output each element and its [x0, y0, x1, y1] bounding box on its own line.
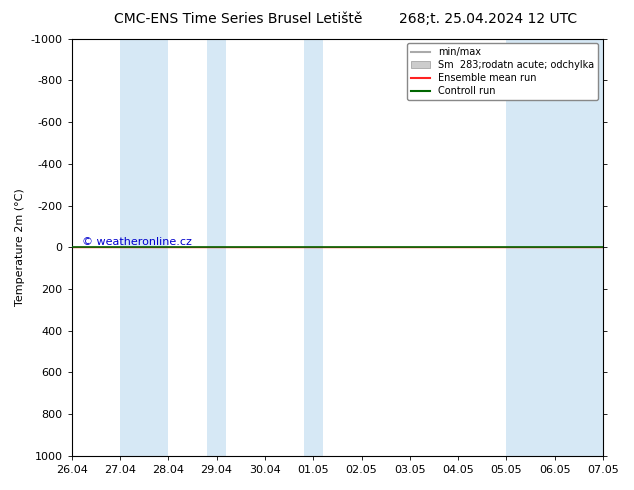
- Text: CMC-ENS Time Series Brusel Letiště: CMC-ENS Time Series Brusel Letiště: [114, 12, 363, 26]
- Bar: [120, 39, 168, 456]
- Text: 268;t. 25.04.2024 12 UTC: 268;t. 25.04.2024 12 UTC: [399, 12, 578, 26]
- Bar: [207, 39, 226, 456]
- Bar: [507, 39, 603, 456]
- Legend: min/max, Sm  283;rodatn acute; odchylka, Ensemble mean run, Controll run: min/max, Sm 283;rodatn acute; odchylka, …: [407, 44, 598, 100]
- Bar: [304, 39, 323, 456]
- Y-axis label: Temperature 2m (°C): Temperature 2m (°C): [15, 189, 25, 306]
- Text: © weatheronline.cz: © weatheronline.cz: [82, 237, 192, 247]
